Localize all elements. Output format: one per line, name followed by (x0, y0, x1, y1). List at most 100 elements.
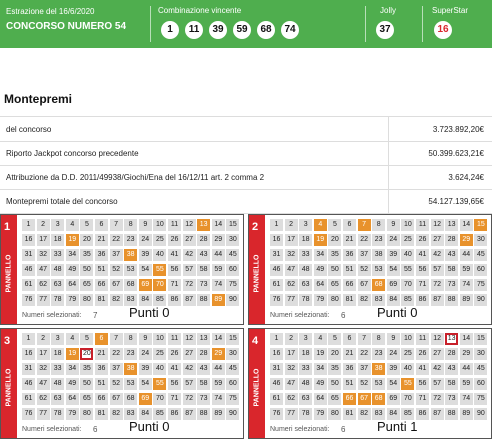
number-cell: 21 (95, 348, 108, 360)
number-cell: 27 (430, 234, 444, 246)
number-cell: 12 (182, 219, 196, 231)
number-cell: 22 (109, 348, 123, 360)
panel-strip: 2 PANNELLO (249, 215, 265, 324)
number-cell: 1 (22, 219, 35, 231)
number-cell: 8 (372, 333, 386, 345)
panel-strip: 3 PANNELLO (1, 329, 17, 438)
number-cell: 45 (474, 363, 488, 375)
number-cell: 70 (153, 279, 167, 291)
number-cell: 59 (211, 378, 225, 390)
number-cell: 19 (313, 234, 327, 246)
panel-label: PANNELLO (253, 254, 261, 293)
row-label: Montepremi totale del concorso (6, 197, 118, 206)
number-cell: 39 (386, 249, 400, 261)
number-cell: 85 (401, 408, 415, 420)
number-cell: 85 (401, 294, 415, 306)
number-cell: 45 (226, 363, 240, 375)
selected-count: 6 (93, 425, 98, 434)
number-cell: 70 (153, 393, 167, 405)
number-cell: 22 (357, 234, 371, 246)
number-cell: 71 (416, 279, 429, 291)
number-cell: 60 (226, 378, 240, 390)
number-cell: 84 (138, 408, 152, 420)
number-cell: 66 (343, 279, 356, 291)
number-cell: 3 (51, 333, 65, 345)
number-cell: 25 (401, 234, 415, 246)
number-cell: 52 (357, 378, 371, 390)
number-cell: 65 (328, 393, 342, 405)
number-cell: 31 (270, 249, 283, 261)
number-cell: 55 (401, 378, 415, 390)
number-cell: 60 (474, 378, 488, 390)
number-cell: 11 (168, 333, 181, 345)
contest-number: CONCORSO NUMERO 54 (6, 21, 127, 32)
number-cell: 56 (168, 264, 181, 276)
number-cell: 43 (445, 363, 459, 375)
number-cell: 34 (313, 249, 327, 261)
number-cell: 44 (211, 363, 225, 375)
number-cell: 44 (459, 249, 473, 261)
number-cell: 37 (357, 249, 371, 261)
number-cell: 78 (299, 294, 313, 306)
row-label: Attribuzione da D.D. 2011/49938/Giochi/E… (6, 173, 265, 182)
superstar-ball: 16 (434, 21, 452, 39)
table-row: Attribuzione da D.D. 2011/49938/Giochi/E… (0, 165, 492, 190)
number-cell: 90 (474, 408, 488, 420)
number-cell: 72 (182, 279, 196, 291)
number-cell: 43 (445, 249, 459, 261)
number-cell: 28 (445, 234, 459, 246)
prize-table: del concorso 3.723.892,20€ Riporto Jackpot… (0, 116, 492, 214)
number-ball: 39 (209, 21, 227, 39)
number-cell: 57 (430, 378, 444, 390)
number-cell: 90 (226, 294, 240, 306)
number-cell: 32 (284, 363, 298, 375)
number-cell: 86 (168, 294, 181, 306)
panel-strip: 1 PANNELLO (1, 215, 17, 324)
number-cell: 62 (36, 279, 50, 291)
number-cell: 67 (109, 279, 123, 291)
number-cell: 23 (124, 348, 138, 360)
number-cell: 83 (124, 294, 138, 306)
number-cell: 15 (226, 219, 240, 231)
number-cell: 52 (109, 378, 123, 390)
number-ball: 59 (233, 21, 251, 39)
row-label: Riporto Jackpot concorso precedente (6, 149, 139, 158)
number-cell: 17 (36, 234, 50, 246)
number-cell: 6 (343, 219, 356, 231)
number-cell: 4 (313, 333, 327, 345)
number-cell: 24 (138, 234, 152, 246)
number-cell: 41 (168, 363, 181, 375)
number-cell: 53 (124, 378, 138, 390)
number-cell: 81 (95, 408, 108, 420)
number-cell: 62 (36, 393, 50, 405)
selected-label: Numeri selezionati: (22, 312, 82, 319)
number-cell: 20 (80, 234, 94, 246)
number-cell: 90 (226, 408, 240, 420)
number-cell: 42 (182, 363, 196, 375)
panel-label: PANNELLO (253, 368, 261, 407)
panel-number: 3 (4, 335, 11, 347)
panel: 1 PANNELLO 1 2 3 4 5 6 7 8 9 10 11 12 13 14 15 16 17 18 19 20… (0, 214, 244, 325)
selected-count: 7 (93, 311, 98, 320)
number-cell: 87 (430, 408, 444, 420)
number-cell: 39 (138, 249, 152, 261)
number-cell: 66 (95, 393, 108, 405)
number-cell: 11 (416, 333, 429, 345)
number-cell: 74 (459, 393, 473, 405)
number-cell: 70 (401, 279, 415, 291)
number-cell: 77 (284, 408, 298, 420)
number-cell: 42 (430, 363, 444, 375)
number-cell: 54 (386, 378, 400, 390)
number-cell: 48 (51, 264, 65, 276)
number-cell: 54 (138, 264, 152, 276)
number-cell: 63 (299, 279, 313, 291)
number-cell: 25 (401, 348, 415, 360)
number-cell: 50 (80, 378, 94, 390)
number-cell: 31 (270, 363, 283, 375)
number-cell: 32 (36, 363, 50, 375)
number-cell: 54 (138, 378, 152, 390)
number-cell: 88 (197, 294, 211, 306)
number-cell: 6 (343, 333, 356, 345)
number-cell: 71 (168, 279, 181, 291)
number-cell: 36 (343, 249, 356, 261)
